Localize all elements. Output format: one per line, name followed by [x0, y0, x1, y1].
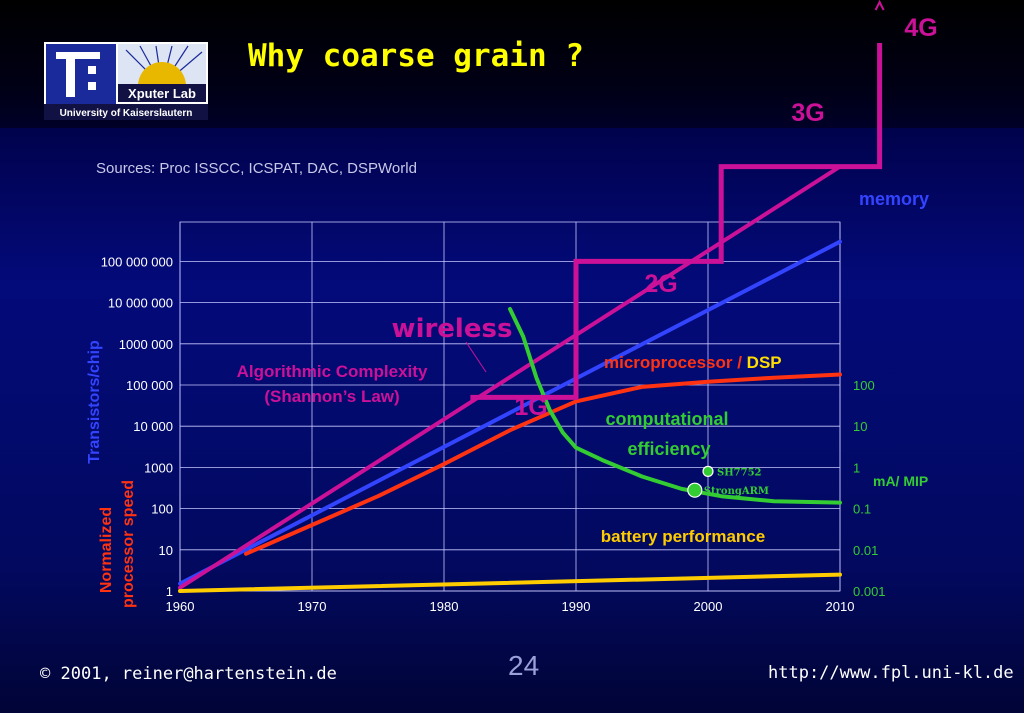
y-axis-label: Transistors/chip	[86, 340, 103, 464]
sources-note: Sources: Proc ISSCC, ICSPAT, DAC, DSPWor…	[96, 160, 417, 177]
label-microprocessor: microprocessor / DSP	[604, 353, 782, 372]
wireless-label: wireless	[392, 314, 513, 344]
x-tick-2000: 2000	[694, 599, 723, 614]
x-tick-1990: 1990	[562, 599, 591, 614]
y-tick-7: 10 000 000	[108, 296, 173, 311]
point-label-1: StrongARM	[704, 486, 769, 497]
y-tick-1: 10	[159, 543, 173, 558]
xputer-lab-logo: Xputer Lab University of Kaiserslautern	[44, 42, 208, 120]
y-tick-6: 1000 000	[119, 337, 173, 352]
right-tick-0.01: 0.01	[853, 543, 878, 558]
y-tick-4: 10 000	[133, 419, 173, 434]
label-memory: memory	[859, 189, 929, 209]
chart-labels: 1G 2G 3G 4G wireless memory Algorithmic Comple…	[237, 14, 938, 546]
label-efficiency-1: computational	[605, 409, 728, 429]
wireless-gen-4G: 4G	[904, 14, 937, 42]
y-axis-label-2a: Normalized	[98, 507, 115, 593]
label-efficiency-2: efficiency	[627, 439, 710, 459]
logo-dot-bottom	[88, 82, 96, 90]
chart-axes: 1960 1970 1980 1990 2000 2010 1 10 100 1000 10 000…	[86, 254, 928, 614]
logo-t-bar	[56, 52, 100, 59]
label-dsp: DSP	[747, 353, 782, 372]
right-tick-1: 1	[853, 460, 860, 475]
label-algorithmic-2: (Shannon’s Law)	[264, 387, 399, 406]
logo-dot-top	[88, 66, 96, 74]
slide-title: Why coarse grain ?	[248, 38, 584, 74]
right-tick-100: 100	[853, 378, 875, 393]
y-tick-0: 1	[166, 584, 173, 599]
right-tick-10: 10	[853, 419, 867, 434]
right-axis-unit: mA/ MIP	[873, 473, 928, 489]
chart-series	[178, 0, 885, 593]
label-battery: battery performance	[601, 527, 765, 546]
y-axis-label-2b: processor speed	[120, 480, 137, 608]
footer-copyright: © 2001, reiner@hartenstein.de	[40, 664, 337, 684]
wireless-staircase	[470, 43, 883, 400]
wireless-gen-1G: 1G	[514, 393, 547, 421]
y-tick-8: 100 000 000	[101, 254, 173, 269]
footer-url[interactable]: http://www.fpl.uni-kl.de	[768, 663, 1014, 683]
chart-grid	[179, 221, 841, 592]
label-algorithmic-1: Algorithmic Complexity	[237, 362, 428, 381]
x-tick-1980: 1980	[430, 599, 459, 614]
label-microprocessor-prefix: microprocessor /	[604, 353, 747, 372]
logo-university-text: University of Kaiserslautern	[60, 108, 193, 119]
right-tick-0.001: 0.001	[853, 584, 886, 599]
logo-university-band	[44, 104, 208, 120]
x-tick-2010: 2010	[826, 599, 855, 614]
series-line-0	[178, 239, 842, 586]
y-tick-2: 100	[151, 502, 173, 517]
series-line-2	[244, 372, 842, 556]
series-line-4	[178, 572, 842, 593]
copyright-text: 2001, reiner@hartenstein.de	[60, 664, 337, 684]
logo-sun	[138, 62, 186, 86]
logo-lab-band	[118, 84, 206, 102]
y-tick-3: 1000	[144, 460, 173, 475]
series-line-1	[178, 164, 842, 590]
right-tick-0.1: 0.1	[853, 502, 871, 517]
y-tick-5: 100 000	[126, 378, 173, 393]
page-number: 24	[508, 650, 540, 681]
x-tick-1960: 1960	[166, 599, 195, 614]
x-tick-1970: 1970	[298, 599, 327, 614]
logo-t-stem	[66, 59, 75, 97]
point-label-0: SH7752	[717, 467, 762, 478]
point-1	[687, 482, 703, 498]
copyright-symbol: ©	[40, 664, 51, 684]
wireless-arrow	[874, 0, 885, 11]
series-line-3	[508, 307, 842, 505]
logo-lab-text: Xputer Lab	[128, 86, 196, 101]
point-0	[702, 465, 714, 477]
wireless-pointer	[465, 341, 487, 373]
wireless-gen-3G: 3G	[791, 99, 824, 127]
wireless-gen-2G: 2G	[644, 270, 677, 298]
